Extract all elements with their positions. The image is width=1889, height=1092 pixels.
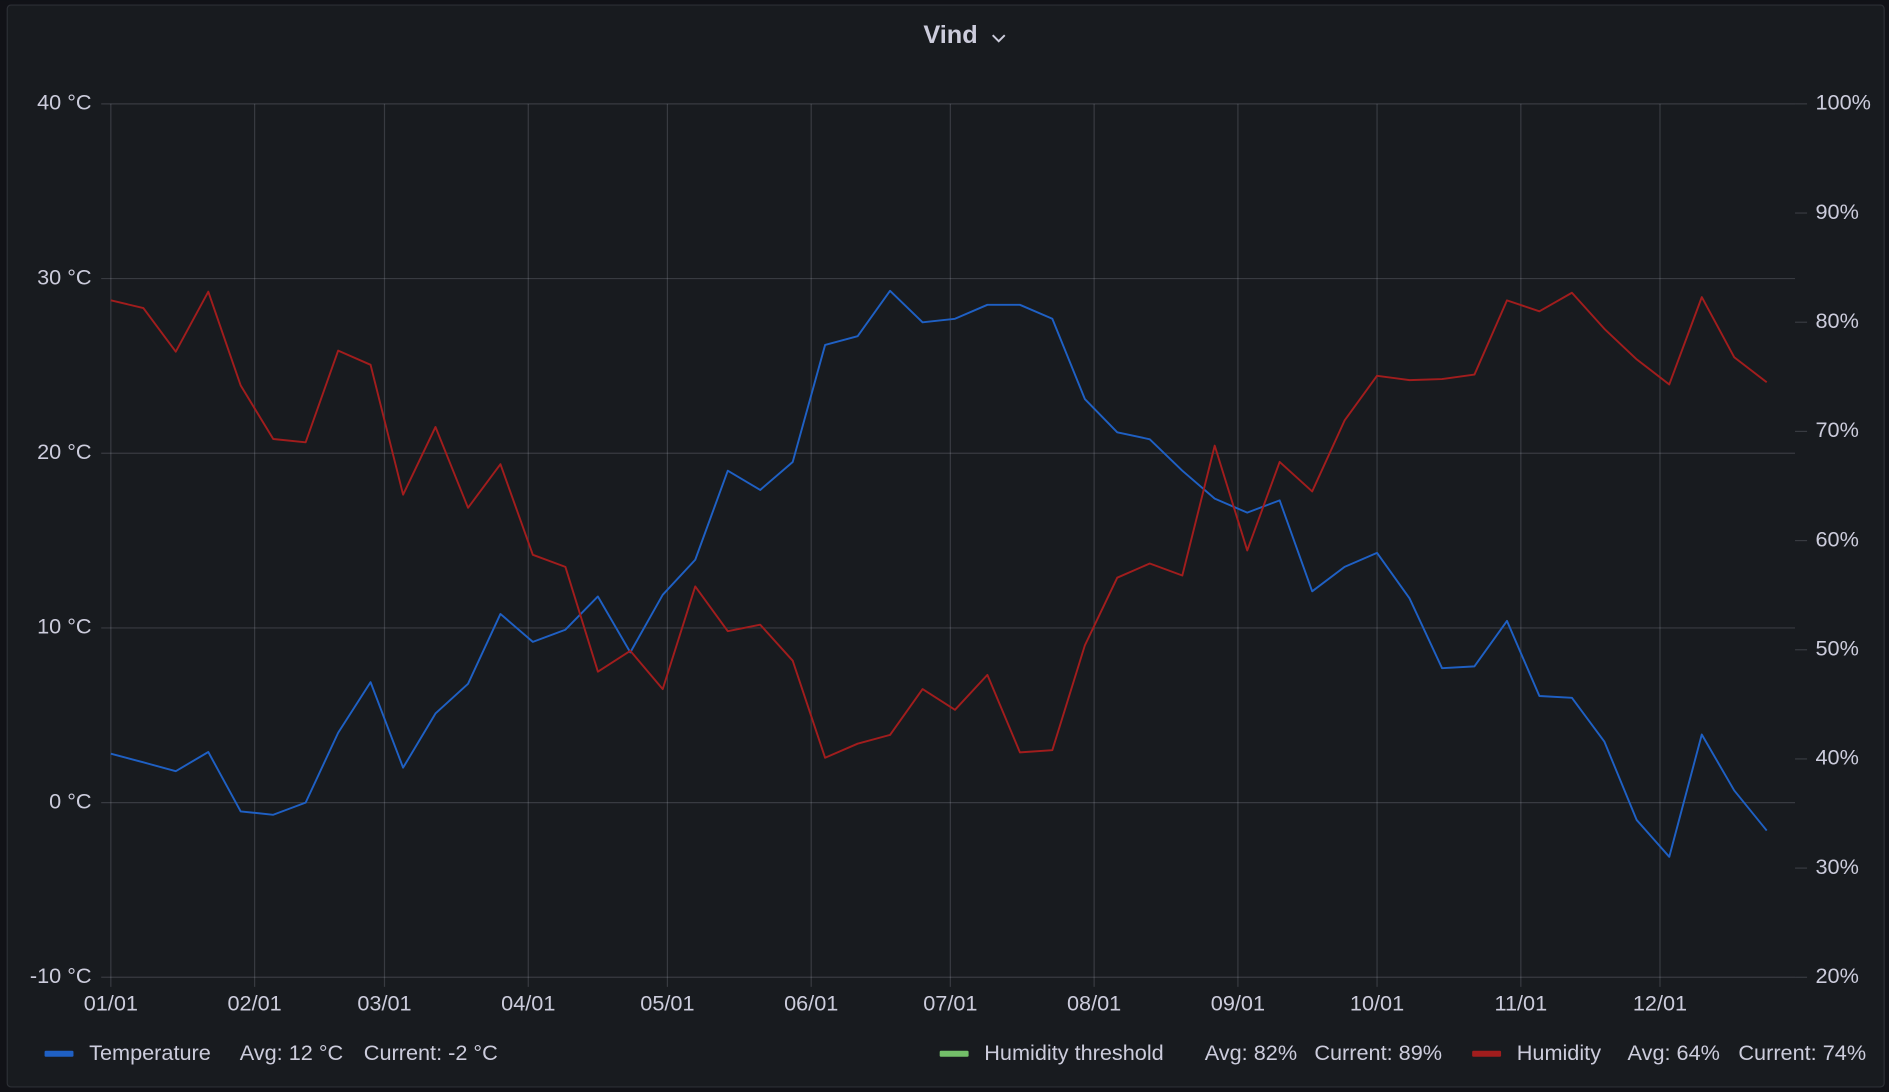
y2-tick-label: 90% [1816, 199, 1859, 224]
y-tick-label: -10 °C [30, 963, 92, 988]
legend-avg: Avg: 64% [1628, 1040, 1720, 1065]
y2-tick-label: 30% [1816, 854, 1859, 879]
y2-tick-label: 80% [1816, 308, 1859, 333]
legend-swatch [44, 1050, 74, 1057]
x-tick-label: 08/01 [1067, 991, 1121, 1016]
title-chevron[interactable] [992, 34, 1006, 43]
legend-current: Current: -2 °C [364, 1040, 498, 1065]
y2-tick-label: 50% [1816, 635, 1859, 660]
panel-frame [6, 4, 1885, 1088]
y-tick-label: 40 °C [37, 90, 91, 115]
legend-current: Current: 74% [1738, 1040, 1866, 1065]
x-tick-label: 04/01 [501, 991, 555, 1016]
y2-tick-label: 70% [1816, 417, 1859, 442]
x-tick-label: 12/01 [1633, 991, 1687, 1016]
legend-current: Current: 89% [1314, 1040, 1442, 1065]
series-line [110, 290, 1768, 759]
x-tick-label: 03/01 [357, 991, 411, 1016]
x-tick-label: 11/01 [1495, 991, 1548, 1016]
panel-title[interactable]: Vind [923, 21, 977, 49]
legend-name[interactable]: Humidity threshold [984, 1040, 1163, 1065]
x-tick-label: 01/01 [84, 991, 138, 1016]
x-tick-label: 09/01 [1211, 991, 1265, 1016]
legend-name[interactable]: Humidity [1517, 1040, 1601, 1065]
y-tick-label: 0 °C [49, 788, 91, 813]
series-line [110, 289, 1768, 858]
legend-name[interactable]: Temperature [89, 1040, 211, 1065]
legend-avg: Avg: 12 °C [240, 1040, 343, 1065]
legend-avg: Avg: 82% [1205, 1040, 1297, 1065]
legend-swatch [939, 1050, 969, 1057]
y2-tick-label: 40% [1816, 745, 1859, 770]
y-tick-label: 10 °C [37, 614, 91, 639]
x-tick-label: 05/01 [640, 991, 694, 1016]
y-tick-label: 20 °C [37, 439, 91, 464]
y2-tick-label: 100% [1816, 90, 1871, 115]
y-tick-label: 30 °C [37, 264, 91, 289]
x-tick-label: 10/01 [1350, 991, 1404, 1016]
x-tick-label: 06/01 [784, 991, 838, 1016]
x-tick-label: 02/01 [228, 991, 282, 1016]
y2-tick-label: 20% [1816, 963, 1859, 988]
y2-tick-label: 60% [1816, 526, 1859, 551]
legend-swatch [1472, 1050, 1502, 1057]
x-tick-label: 07/01 [923, 991, 977, 1016]
